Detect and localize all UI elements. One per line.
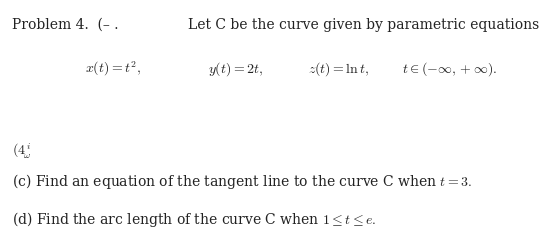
Text: $(\mathit{4}_{\!\omega}^{\,i}$: $(\mathit{4}_{\!\omega}^{\,i}$ <box>12 142 32 161</box>
Text: $t \in (-\infty, +\infty).$: $t \in (-\infty, +\infty).$ <box>402 60 497 78</box>
Text: (d) Find the arc length of the curve C when $1 \leq t \leq e.$: (d) Find the arc length of the curve C w… <box>12 210 377 229</box>
Text: Problem 4.  (– .: Problem 4. (– . <box>12 18 118 32</box>
Text: $z(t) = \ln t,$: $z(t) = \ln t,$ <box>308 60 369 78</box>
Text: $x(t) = t^2,$: $x(t) = t^2,$ <box>85 60 142 78</box>
Text: $y(t) = 2t,$: $y(t) = 2t,$ <box>208 60 263 78</box>
Text: (c) Find an equation of the tangent line to the curve C when $t = 3.$: (c) Find an equation of the tangent line… <box>12 172 472 191</box>
Text: Let C be the curve given by parametric equations: Let C be the curve given by parametric e… <box>188 18 539 32</box>
